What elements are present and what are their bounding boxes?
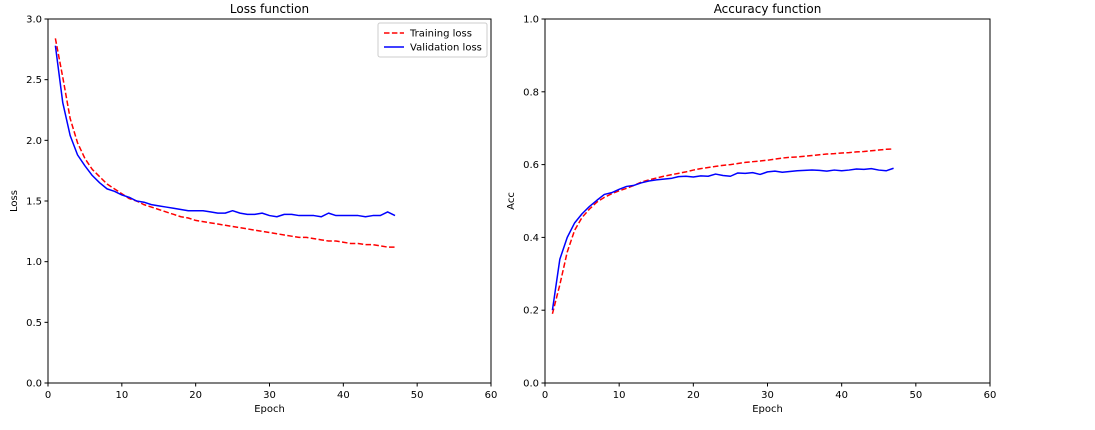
x-tick-label: 50 <box>411 390 424 401</box>
accuracy-chart: 0 10 20 30 40 50 60 0.0 0.2 0.4 0.6 0.8 1.0 Accuracy … <box>506 2 996 415</box>
x-tick-label: 10 <box>115 390 128 401</box>
legend-entry: Training loss <box>409 29 472 40</box>
y-tick-label: 3.0 <box>26 15 42 26</box>
x-axis-label: Epoch <box>752 404 783 415</box>
y-tick-label: 0.6 <box>523 160 539 171</box>
y-tick-label: 0.0 <box>26 379 42 390</box>
x-tick-label: 0 <box>45 390 51 401</box>
x-axis-label: Epoch <box>254 404 285 415</box>
chart-title: Accuracy function <box>714 2 822 16</box>
x-tick-label: 60 <box>984 390 997 401</box>
y-tick-label: 1.0 <box>26 257 42 268</box>
y-tick-label: 0.8 <box>523 87 539 98</box>
y-tick-label: 0.2 <box>523 306 539 317</box>
y-tick-label: 0.4 <box>523 233 539 244</box>
y-tick-label: 0.5 <box>26 318 42 329</box>
x-tick-label: 40 <box>835 390 848 401</box>
chart-title: Loss function <box>230 2 309 16</box>
x-tick-label: 60 <box>485 390 498 401</box>
x-tick-label: 0 <box>542 390 548 401</box>
series-line-validation-accuracy <box>551 167 894 311</box>
x-tick-label: 10 <box>613 390 626 401</box>
y-axis-label: Acc <box>506 192 517 210</box>
series-line-validation-loss <box>54 45 396 218</box>
y-tick-label: 1.5 <box>26 197 42 208</box>
legend-frame <box>377 22 488 58</box>
y-tick-label: 1.0 <box>523 15 539 26</box>
legend: Training loss Validation loss <box>377 22 488 58</box>
y-tick-label: 2.0 <box>26 136 42 147</box>
x-tick-label: 20 <box>189 390 202 401</box>
axes-frame <box>544 18 991 384</box>
loss-chart: 0 10 20 30 40 50 60 0.0 0.5 1.0 1.5 2.0 2.5 3.0 Loss f… <box>9 2 497 415</box>
y-axis-label: Loss <box>9 190 20 212</box>
legend-entry: Validation loss <box>410 43 482 54</box>
y-tick-label: 0.0 <box>523 379 539 390</box>
x-tick-label: 30 <box>263 390 276 401</box>
x-tick-label: 30 <box>761 390 774 401</box>
series-line-training-accuracy <box>551 148 894 315</box>
axes-frame <box>47 18 492 384</box>
y-tick-label: 2.5 <box>26 75 42 86</box>
x-tick-label: 20 <box>687 390 700 401</box>
x-tick-label: 50 <box>909 390 922 401</box>
series-line-training-loss <box>54 38 396 248</box>
x-tick-label: 40 <box>337 390 350 401</box>
